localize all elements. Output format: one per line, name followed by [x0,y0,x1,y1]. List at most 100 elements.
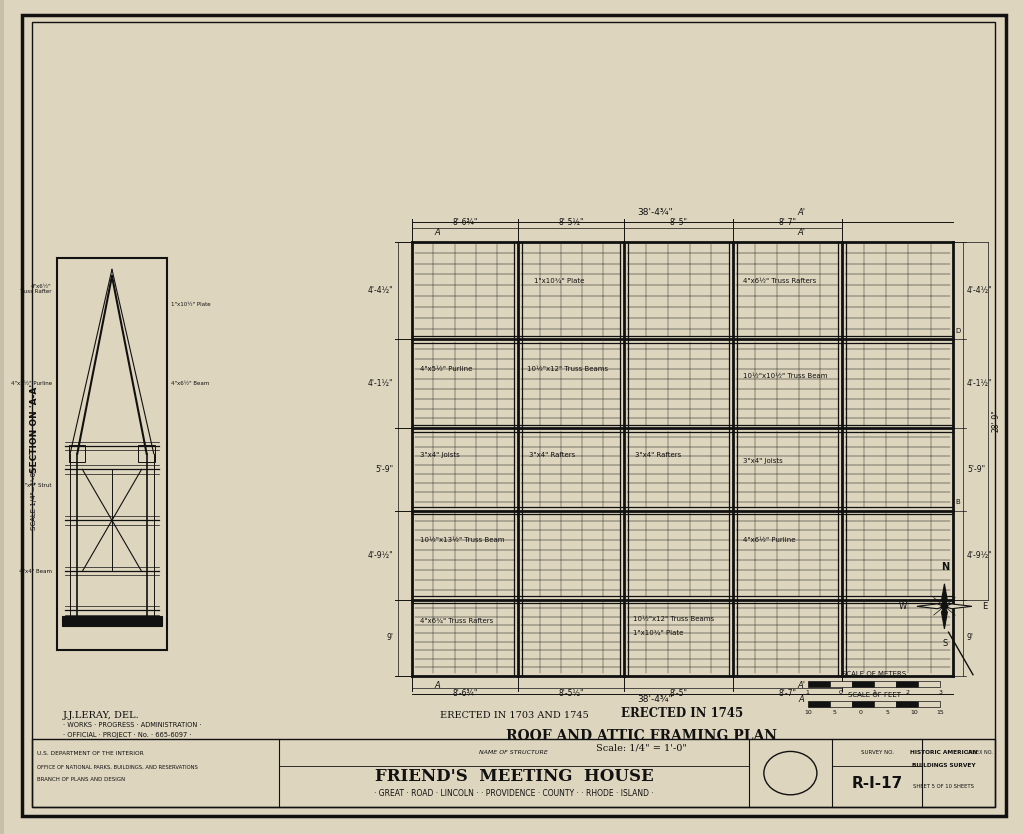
Bar [57,258,167,650]
Polygon shape [941,606,947,629]
Text: 0: 0 [839,690,843,695]
Text: 8'-5½": 8'-5½" [559,218,584,227]
Text: 4'-9½": 4'-9½" [967,550,992,560]
Text: 10½"x13½" Truss Beam: 10½"x13½" Truss Beam [420,537,505,543]
Text: 5'-9": 5'-9" [967,465,985,474]
Text: 4'-1½": 4'-1½" [967,379,992,389]
Text: HISTORIC AMERICAN: HISTORIC AMERICAN [909,750,977,755]
Text: SCALE 1/4"=1'-0": SCALE 1/4"=1'-0" [32,469,38,530]
Bar [33,22,995,739]
Bar [808,681,829,687]
Text: 5: 5 [833,710,837,715]
Text: BUILDINGS SURVEY: BUILDINGS SURVEY [911,763,975,768]
Text: 8'-7": 8'-7" [778,218,797,227]
Text: SCALE OF FEET: SCALE OF FEET [848,692,900,698]
Text: A': A' [798,681,805,690]
Text: E: E [982,602,987,610]
Text: J.J.LERAY, DEL.: J.J.LERAY, DEL. [63,711,139,720]
Text: 5: 5 [886,710,889,715]
Text: 1: 1 [872,690,876,695]
Text: 1"x10¾" Plate: 1"x10¾" Plate [633,630,683,636]
Text: 4"x6½" Beam: 4"x6½" Beam [171,380,210,385]
Text: SHEET 5 OF 10 SHEETS: SHEET 5 OF 10 SHEETS [913,784,974,789]
Bar [874,681,896,687]
Bar [852,701,874,707]
Text: 4"x6½" Purline: 4"x6½" Purline [743,537,796,543]
Text: 8'-5": 8'-5" [670,218,688,227]
Text: U.S. DEPARTMENT OF THE INTERIOR: U.S. DEPARTMENT OF THE INTERIOR [38,751,144,756]
Text: 3"x4" Joists: 3"x4" Joists [420,451,460,458]
Bar [138,445,155,461]
Text: 4'-9½": 4'-9½" [368,550,393,560]
Text: Scale: 1/4" = 1'-0": Scale: 1/4" = 1'-0" [596,744,687,753]
Text: SECTION ON 'A-A': SECTION ON 'A-A' [30,384,39,473]
Text: 1"x10½" Plate: 1"x10½" Plate [171,302,211,307]
Text: 3"x4" Joists: 3"x4" Joists [743,458,783,465]
Text: 5'-9": 5'-9" [376,465,393,474]
Bar [919,681,940,687]
Text: 4"x5½" Purline: 4"x5½" Purline [420,366,472,372]
Text: 9': 9' [386,633,393,642]
Text: R-I-17: R-I-17 [852,776,903,791]
Text: 10½"x12" Truss Beams: 10½"x12" Truss Beams [526,366,607,372]
Text: A: A [799,695,804,704]
Text: W: W [898,602,906,610]
Text: ROOF AND ATTIC FRAMING PLAN: ROOF AND ATTIC FRAMING PLAN [506,729,777,743]
Text: 1: 1 [806,690,810,695]
Text: 2: 2 [905,690,909,695]
Bar [69,445,85,461]
Text: 0: 0 [859,710,862,715]
Text: 3: 3 [938,690,942,695]
Text: 4'-4½": 4'-4½" [368,286,393,295]
Text: 4'-1½": 4'-1½" [368,379,393,389]
Bar [33,739,995,807]
Text: · WORKS · PROGRESS · ADMINISTRATION ·: · WORKS · PROGRESS · ADMINISTRATION · [63,722,202,728]
Text: 8'-5½": 8'-5½" [559,689,584,698]
Bar [412,242,952,676]
Text: A: A [434,681,440,690]
Text: 10½"x10½" Truss Beam: 10½"x10½" Truss Beam [743,373,827,379]
Circle shape [941,604,948,609]
Text: FRIEND'S  MEETING  HOUSE: FRIEND'S MEETING HOUSE [375,768,653,785]
Text: 4'-4½": 4'-4½" [967,286,992,295]
Text: 8'-5": 8'-5" [670,689,688,698]
Polygon shape [941,584,947,606]
Text: 28'-9": 28'-9" [991,409,1000,432]
Polygon shape [916,604,944,609]
Text: · GREAT · ROAD · LINCOLN · · PROVIDENCE · COUNTY · · RHODE · ISLAND ·: · GREAT · ROAD · LINCOLN · · PROVIDENCE … [374,790,653,798]
Text: A: A [434,228,440,237]
Text: SCALE OF METERS: SCALE OF METERS [842,671,906,677]
Bar [852,681,874,687]
Text: 15: 15 [937,710,944,715]
Text: 4"x6¾" Truss Rafters: 4"x6¾" Truss Rafters [420,618,494,624]
Text: 38'-4¾": 38'-4¾" [637,208,673,217]
Text: 10: 10 [804,710,812,715]
Text: ERECTED IN 1703 AND 1745: ERECTED IN 1703 AND 1745 [439,711,588,721]
Bar [896,701,919,707]
Bar [829,701,852,707]
Text: 4"x6½" Truss Rafters: 4"x6½" Truss Rafters [743,278,816,284]
Text: INDEX NO.: INDEX NO. [968,750,993,755]
Bar [62,616,162,626]
Text: 1"x10¾" Plate: 1"x10¾" Plate [534,278,584,284]
Text: A': A' [798,208,805,217]
Bar [919,701,940,707]
Text: D: D [955,328,961,334]
Text: OFFICE OF NATIONAL PARKS, BUILDINGS, AND RESERVATIONS: OFFICE OF NATIONAL PARKS, BUILDINGS, AND… [38,765,199,770]
Text: ERECTED IN 1745: ERECTED IN 1745 [622,707,743,721]
Text: 10: 10 [910,710,918,715]
Text: 38'-4¾": 38'-4¾" [637,695,673,704]
Text: 10½"x12" Truss Beams: 10½"x12" Truss Beams [633,616,714,622]
Text: SURVEY NO.: SURVEY NO. [860,750,894,755]
Text: · OFFICIAL · PROJECT · No. · 665-6097 ·: · OFFICIAL · PROJECT · No. · 665-6097 · [63,732,191,738]
Text: N: N [941,562,949,572]
Text: 3"x4" Rafters: 3"x4" Rafters [528,451,574,458]
Text: 8'-7": 8'-7" [778,689,797,698]
Text: A': A' [798,228,805,237]
Text: B: B [955,500,961,505]
Text: 9': 9' [967,633,974,642]
Text: NAME OF STRUCTURE: NAME OF STRUCTURE [479,750,548,755]
Text: 8'-6¾": 8'-6¾" [453,689,478,698]
Bar [808,701,829,707]
Text: 8'-6¾": 8'-6¾" [453,218,478,227]
